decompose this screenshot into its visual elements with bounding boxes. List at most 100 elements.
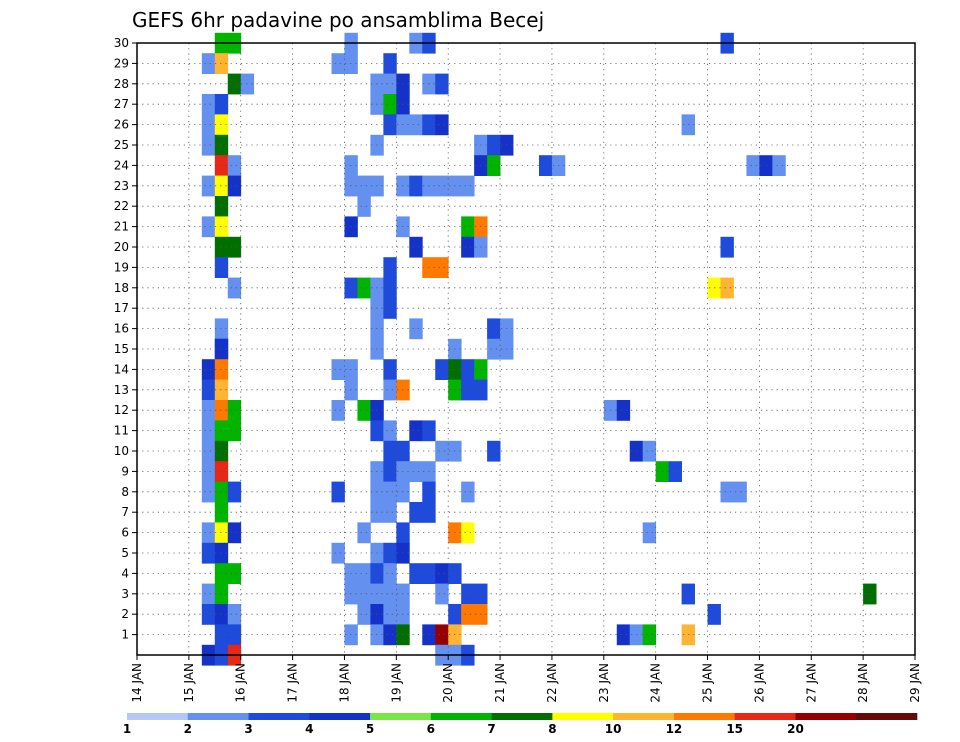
legend-swatch: [734, 713, 796, 720]
legend-swatch: [795, 713, 857, 720]
heatmap-cell: [357, 175, 371, 197]
heatmap-cell: [383, 440, 397, 462]
legend-swatch: [127, 713, 189, 720]
heatmap-cell: [383, 604, 397, 625]
heatmap-cell: [357, 604, 371, 625]
heatmap-cell: [461, 359, 475, 380]
heatmap-cell: [201, 420, 216, 442]
y-tick-label: 2: [121, 607, 129, 621]
heatmap-cell: [331, 542, 345, 564]
y-tick-label: 16: [114, 322, 129, 336]
heatmap-cell: [461, 175, 475, 197]
legend-label: 8: [548, 722, 556, 736]
y-tick-label: 20: [114, 240, 129, 254]
y-tick-label: 25: [114, 138, 129, 152]
x-tick-label: 20 JAN: [441, 663, 455, 703]
chart-title: GEFS 6hr padavine po ansamblima Becej: [132, 8, 544, 32]
heatmap-cell: [201, 542, 216, 564]
y-tick-label: 11: [114, 424, 129, 438]
x-tick-label: 17 JAN: [286, 663, 300, 703]
heatmap-cell: [720, 481, 734, 503]
heatmap-cell: [435, 114, 449, 136]
heatmap-cell: [863, 583, 877, 605]
legend-swatch: [248, 713, 310, 720]
heatmap-cell: [357, 277, 371, 299]
legend-label: 6: [427, 722, 435, 736]
heatmap-cell: [214, 522, 229, 544]
heatmap-cell: [435, 624, 449, 646]
x-tick-label: 26 JAN: [752, 663, 766, 703]
heatmap-cell: [409, 563, 423, 584]
heatmap-cell: [487, 155, 501, 176]
y-tick-label: 17: [114, 301, 129, 315]
heatmap-cell: [227, 522, 242, 544]
heatmap-cell: [383, 53, 397, 74]
heatmap-cell: [435, 583, 449, 605]
heatmap-cell: [409, 114, 423, 136]
heatmap-cell: [214, 155, 229, 176]
heatmap-cell: [214, 338, 229, 360]
heatmap-cell: [214, 196, 229, 217]
heatmap-cell: [772, 155, 786, 176]
x-tick-label: 16 JAN: [234, 663, 248, 703]
y-tick-label: 23: [114, 179, 129, 193]
heatmap-cell: [214, 420, 229, 442]
y-tick-label: 8: [121, 485, 129, 499]
y-tick-label: 28: [114, 77, 129, 91]
heatmap-cell: [461, 379, 475, 401]
x-tick-label: 25 JAN: [701, 663, 715, 703]
y-tick-label: 15: [114, 342, 129, 356]
heatmap-cell: [227, 175, 242, 197]
x-tick-label: 21 JAN: [493, 663, 507, 703]
heatmap-cell: [214, 318, 229, 340]
legend-label: 4: [305, 722, 313, 736]
legend-label: 3: [244, 722, 252, 736]
y-tick-label: 27: [114, 97, 129, 111]
heatmap-cell: [461, 583, 475, 605]
heatmap-cell: [487, 134, 501, 156]
y-tick-label: 4: [121, 566, 129, 580]
heatmap-cell: [461, 604, 475, 625]
heatmap-cell: [214, 542, 229, 564]
y-tick-label: 26: [114, 118, 129, 132]
heatmap-cell: [487, 318, 501, 340]
heatmap-cell: [383, 624, 397, 646]
heatmap-cell: [214, 400, 229, 421]
heatmap-cell: [383, 563, 397, 584]
legend-label: 7: [487, 722, 495, 736]
heatmap-cell: [227, 563, 242, 584]
y-tick-label: 24: [114, 158, 129, 172]
heatmap-cell: [201, 461, 216, 482]
heatmap-cell: [409, 420, 423, 442]
heatmap-cell: [461, 481, 475, 503]
legend-swatch: [309, 713, 371, 720]
heatmap-cell: [435, 257, 449, 278]
heatmap-cell: [227, 604, 242, 625]
heatmap-cell: [214, 216, 229, 238]
heatmap-cell: [461, 216, 475, 238]
heatmap-cell: [357, 400, 371, 421]
legend-label: 20: [787, 722, 804, 736]
heatmap-cell: [227, 277, 242, 299]
plot-frame: [136, 42, 916, 656]
heatmap-cell: [240, 73, 255, 95]
heatmap-cell: [642, 440, 657, 462]
y-tick-label: 1: [121, 628, 129, 642]
heatmap-cell: [383, 420, 397, 442]
heatmap-cell: [435, 440, 449, 462]
heatmap-cell: [214, 175, 229, 197]
color-legend: 1 2 3 4 5 6 7 8 10 12 15 20: [123, 713, 918, 736]
legend-swatch: [673, 713, 735, 720]
y-tick-label: 29: [114, 56, 129, 70]
heatmap-cell: [214, 604, 229, 625]
heatmap-cell: [214, 359, 229, 380]
legend-swatch: [552, 713, 614, 720]
heatmap-cell: [214, 624, 229, 646]
heatmap-cell: [487, 338, 501, 360]
heatmap-cells: [201, 32, 877, 666]
x-tick-label: 18 JAN: [337, 663, 351, 703]
heatmap-cell: [214, 134, 229, 156]
y-tick-label: 18: [114, 281, 129, 295]
heatmap-cell: [383, 114, 397, 136]
heatmap-cell: [201, 216, 216, 238]
